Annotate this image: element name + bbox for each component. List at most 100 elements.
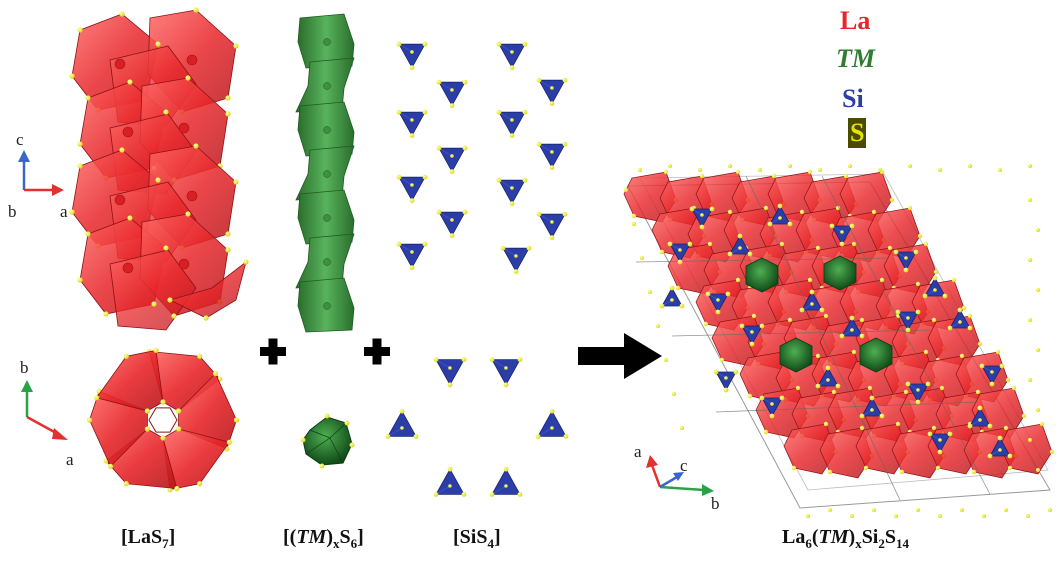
s-atom (669, 285, 675, 291)
s-atom (979, 363, 985, 369)
s-atom (233, 43, 239, 49)
s-atom (396, 174, 402, 180)
sis4-tetrahedron (861, 397, 883, 417)
axes-bottom-left (21, 380, 68, 440)
s-atom (640, 256, 644, 260)
axes-top-left (18, 150, 64, 196)
s-atom (727, 209, 733, 215)
s-atom (212, 371, 219, 377)
s-atom (197, 353, 203, 359)
s-atom (197, 481, 203, 487)
s-atom (517, 357, 523, 362)
s-atom (409, 65, 415, 70)
s-atom (624, 188, 628, 192)
s-atom (410, 183, 414, 187)
s-atom (489, 492, 495, 497)
s-atom (659, 303, 665, 309)
s-atom (509, 201, 515, 207)
s-atom (947, 431, 953, 437)
s-atom (699, 224, 705, 230)
s-atom (759, 323, 765, 329)
s-atom (889, 197, 895, 203)
sis4-tetrahedron (438, 81, 466, 107)
s-atom (396, 109, 402, 115)
sis4-tetrahedron (438, 211, 466, 237)
caption-tm-s6: [(TM)xS6] (283, 526, 364, 551)
s-atom (879, 413, 885, 419)
s-atom (999, 363, 1005, 369)
s-atom (677, 259, 683, 265)
s-atom (917, 233, 923, 239)
s-atom (725, 291, 731, 297)
axis-label-b: b (711, 494, 720, 513)
s-atom (724, 376, 728, 380)
s-atom (127, 79, 133, 85)
s-atom (436, 145, 442, 151)
sis4-tetrahedron (897, 311, 919, 331)
s-atom (951, 277, 957, 283)
s-atom (751, 313, 757, 319)
s-atom (526, 245, 532, 251)
s-atom (536, 77, 542, 83)
s-atom (163, 245, 169, 251)
s-atom (680, 426, 684, 430)
s-atom (413, 434, 419, 439)
s-atom (738, 246, 742, 250)
s-atom (163, 109, 169, 115)
s-atom (668, 164, 672, 168)
s-atom (450, 154, 454, 158)
s-atom (935, 465, 941, 471)
s-atom (448, 366, 452, 370)
s-atom (648, 290, 652, 294)
s-atom (450, 88, 454, 92)
s-atom (923, 241, 929, 247)
s-atom (916, 508, 920, 512)
sis4-tetrahedron (435, 359, 465, 386)
s-atom (859, 425, 865, 431)
s-atom (1005, 377, 1011, 383)
sis4-tetrahedron (669, 243, 691, 263)
caption-las7: [LaS7] (121, 526, 176, 551)
s-atom (758, 168, 762, 172)
s-atom (462, 145, 468, 151)
legend-si: Si (842, 84, 864, 113)
s-atom (893, 249, 899, 255)
s-atom (977, 405, 983, 411)
s-atom (831, 389, 837, 395)
s-atom (733, 369, 739, 375)
s-atom (903, 267, 909, 273)
s-atom (1026, 514, 1030, 518)
s-atom (448, 484, 452, 488)
s-atom (399, 408, 405, 414)
s-atom (807, 277, 813, 283)
s-atom (462, 209, 468, 215)
s-atom (815, 383, 821, 389)
s-atom (828, 508, 832, 512)
las7-polyhedron (178, 372, 237, 450)
s-atom (982, 514, 986, 518)
s-atom (995, 349, 1001, 355)
s-atom (175, 426, 182, 432)
sis4-tetrahedron (761, 397, 783, 417)
s-atom (978, 418, 982, 422)
axes-right (646, 455, 714, 496)
sis4-tetrahedron (715, 371, 737, 391)
s-atom (504, 366, 508, 370)
s-atom (153, 347, 159, 353)
s-atom (185, 75, 191, 81)
s-atom (69, 73, 75, 79)
s-atom (799, 209, 805, 215)
s-atom (850, 328, 854, 332)
s-atom (160, 399, 166, 405)
s-atom (123, 481, 129, 487)
s-atom (906, 316, 910, 320)
s-atom (171, 313, 177, 319)
s-atom (77, 163, 83, 169)
las7-polyhedron (89, 390, 148, 468)
sis4-tetrahedron (498, 179, 526, 205)
s-atom (550, 86, 554, 90)
s-atom (449, 233, 455, 239)
s-atom (957, 307, 963, 313)
las7-polyhedron (105, 428, 178, 490)
